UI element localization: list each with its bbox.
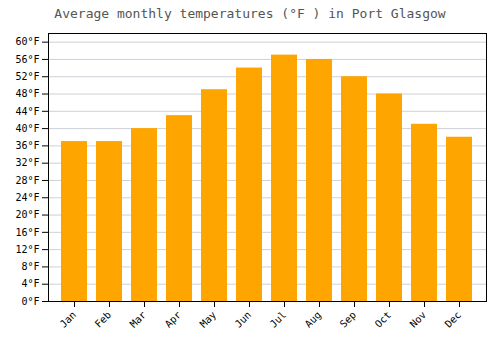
svg-text:8°F: 8°F	[21, 261, 39, 272]
svg-text:56°F: 56°F	[15, 54, 39, 65]
svg-text:48°F: 48°F	[15, 88, 39, 99]
svg-text:May: May	[198, 309, 219, 330]
svg-text:Aug: Aug	[303, 309, 324, 330]
svg-text:Feb: Feb	[93, 309, 114, 330]
svg-text:Dec: Dec	[443, 309, 464, 330]
svg-text:12°F: 12°F	[15, 244, 39, 255]
html-text:Average monthly temperatures (: Average monthly temperatures (°F ) in Po…	[54, 6, 446, 21]
svg-text:Jan: Jan	[58, 309, 79, 330]
svg-text:Oct: Oct	[373, 309, 394, 330]
svg-text:Nov: Nov	[408, 309, 429, 330]
svg-text:44°F: 44°F	[15, 106, 39, 117]
svg-text:Apr: Apr	[163, 309, 184, 330]
svg-text:Jun: Jun	[233, 309, 254, 330]
svg-text:36°F: 36°F	[15, 140, 39, 151]
svg-text:40°F: 40°F	[15, 123, 39, 134]
svg-text:32°F: 32°F	[15, 157, 39, 168]
svg-text:16°F: 16°F	[15, 227, 39, 238]
svg-text:52°F: 52°F	[15, 71, 39, 82]
svg-text:28°F: 28°F	[15, 175, 39, 186]
svg-text:60°F: 60°F	[15, 36, 39, 47]
svg-text:0°F: 0°F	[21, 296, 39, 307]
svg-text:4°F: 4°F	[21, 278, 39, 289]
svg-text:20°F: 20°F	[15, 209, 39, 220]
svg-text:24°F: 24°F	[15, 192, 39, 203]
svg-text:Mar: Mar	[128, 309, 149, 330]
svg-text:Sep: Sep	[338, 309, 359, 330]
svg-text:Jul: Jul	[268, 309, 289, 330]
